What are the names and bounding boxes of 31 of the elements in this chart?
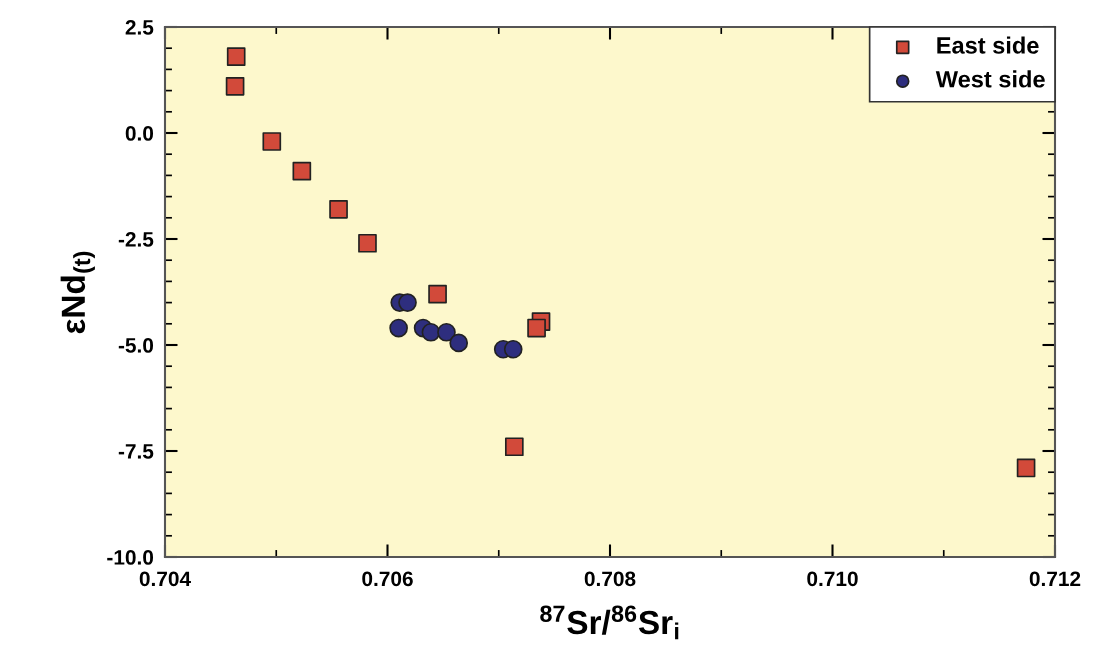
y-tick-label: -2.5 bbox=[118, 232, 154, 247]
point bbox=[358, 233, 377, 253]
x-axis-title: $^{87}$Sr/$^{86}$Sr$_{i}$ bbox=[540, 605, 679, 640]
point bbox=[504, 437, 524, 457]
y-tick-label: -10.0 bbox=[107, 550, 154, 565]
point bbox=[1016, 458, 1036, 478]
x-tick-label: 0.706 bbox=[362, 571, 413, 587]
point bbox=[225, 77, 245, 96]
point bbox=[428, 284, 447, 304]
point bbox=[398, 293, 417, 312]
point bbox=[437, 322, 456, 342]
x-tick-label: 0.710 bbox=[807, 571, 858, 587]
point bbox=[389, 318, 408, 338]
point bbox=[292, 161, 312, 181]
x-tick-label: 0.708 bbox=[584, 571, 636, 587]
point bbox=[503, 339, 523, 359]
point bbox=[527, 318, 546, 338]
y-tick-label: 2.5 bbox=[125, 20, 154, 35]
point bbox=[226, 47, 246, 67]
x-tick-label: 0.712 bbox=[1029, 571, 1081, 587]
y-tick-label: -5.0 bbox=[118, 338, 154, 353]
point bbox=[262, 132, 282, 151]
point bbox=[329, 199, 348, 219]
x-tick-label: 0.704 bbox=[139, 571, 191, 587]
y-tick-label: 0.0 bbox=[125, 126, 154, 141]
point bbox=[421, 322, 441, 342]
legend-label: East side bbox=[937, 36, 1039, 54]
y-axis-title: εNd$_{(t)}$ bbox=[60, 251, 95, 334]
legend-label: West side bbox=[935, 70, 1045, 88]
point bbox=[449, 333, 469, 353]
y-tick-label: -7.5 bbox=[118, 444, 154, 459]
